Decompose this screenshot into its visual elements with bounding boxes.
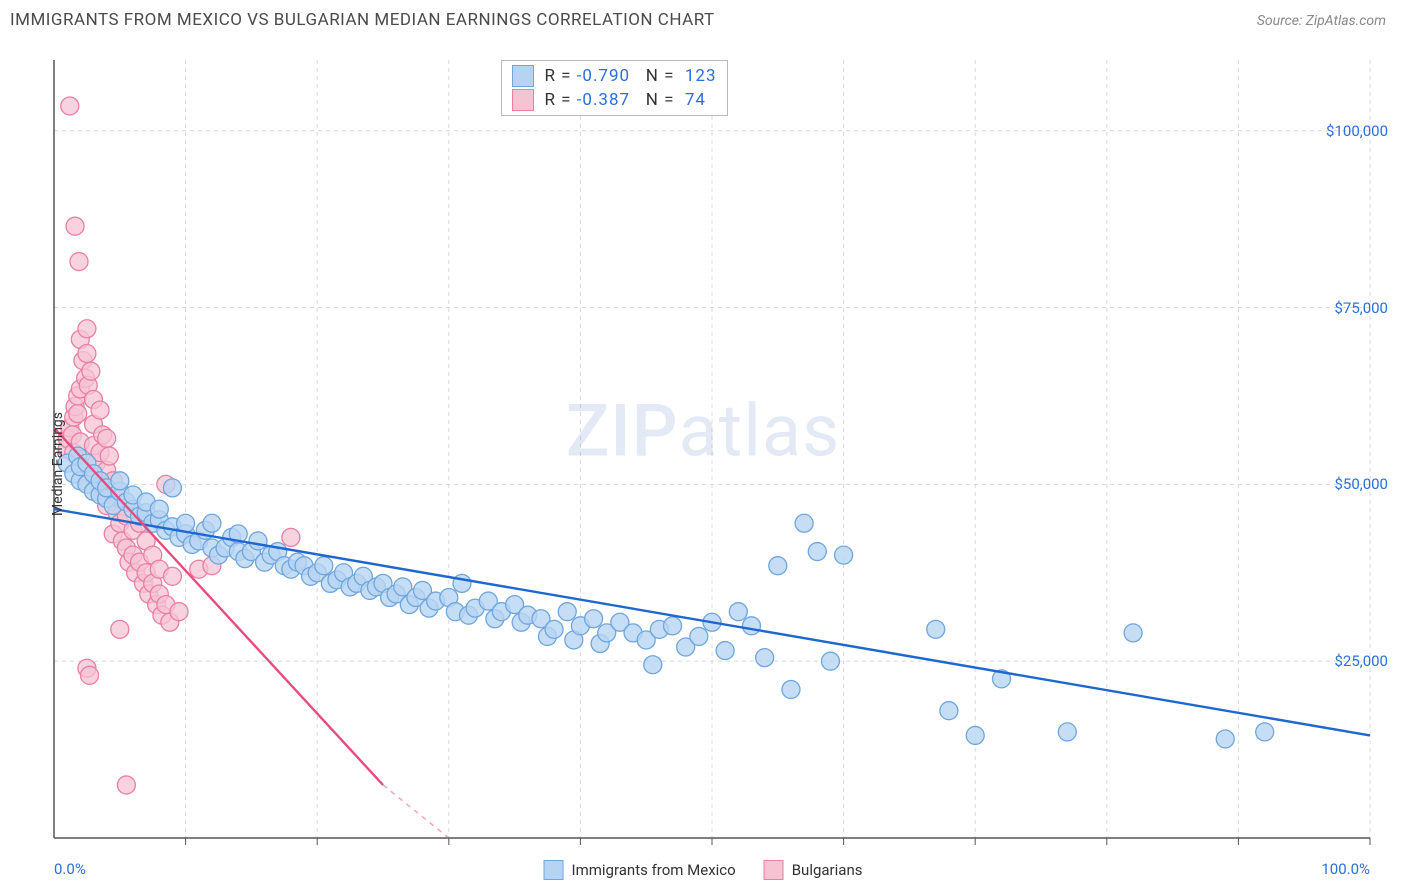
chart-container: Median Earnings ZIPatlas $25,000$50,000$… [10, 46, 1396, 882]
source-label: Source: ZipAtlas.com [1257, 13, 1386, 29]
stat-swatch [512, 89, 534, 111]
x-tick-max: 100.0% [1321, 860, 1370, 878]
stat-row: R = -0.790 N = 123 [512, 65, 716, 87]
stat-legend: R = -0.790 N = 123 R = -0.387 N = 74 [501, 60, 727, 116]
stat-swatch [512, 65, 534, 87]
y-tick-label: $50,000 [1334, 475, 1388, 493]
stat-text: R = -0.387 N = 74 [544, 90, 706, 110]
stat-row: R = -0.387 N = 74 [512, 89, 716, 111]
y-tick-label: $75,000 [1334, 299, 1388, 317]
bottom-legend: Immigrants from Mexico Bulgarians [544, 860, 863, 880]
scatter-plot [10, 46, 1396, 882]
chart-title: IMMIGRANTS FROM MEXICO VS BULGARIAN MEDI… [10, 10, 715, 30]
legend-swatch [544, 860, 564, 880]
legend-item: Bulgarians [764, 860, 863, 880]
stat-text: R = -0.790 N = 123 [544, 66, 716, 86]
y-tick-label: $25,000 [1334, 652, 1388, 670]
y-tick-label: $100,000 [1326, 122, 1388, 140]
x-tick-min: 0.0% [54, 860, 86, 878]
legend-label: Immigrants from Mexico [572, 861, 736, 879]
y-axis-label: Median Earnings [50, 412, 66, 516]
legend-swatch [764, 860, 784, 880]
legend-label: Bulgarians [792, 861, 863, 879]
legend-item: Immigrants from Mexico [544, 860, 736, 880]
